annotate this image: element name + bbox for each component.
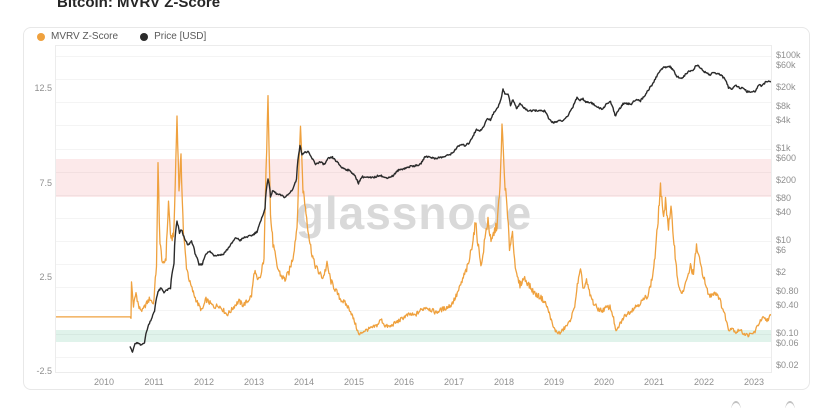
right-axis-ticks: $100k $60k $20k $8k $4k $1k $600 $200 $80 $40 $10 $… xyxy=(776,45,820,371)
x-axis-tick: 2018 xyxy=(493,377,515,387)
x-axis-tick: 2014 xyxy=(293,377,315,387)
x-axis-tick: 2013 xyxy=(243,377,265,387)
gridline xyxy=(56,102,771,104)
right-axis-tick: $0.06 xyxy=(776,337,799,348)
gridline xyxy=(56,217,771,219)
x-axis-tick: 2017 xyxy=(443,377,465,387)
x-axis-tick: 2010 xyxy=(93,377,115,387)
left-axis-ticks: 12.5 7.5 2.5 -2.5 xyxy=(18,45,52,376)
right-axis-tick: $2 xyxy=(776,267,787,278)
right-axis-tick: $6 xyxy=(776,245,787,256)
left-axis-tick: -2.5 xyxy=(36,366,52,376)
right-axis-tick: $1k xyxy=(776,142,791,153)
right-axis-tick: $20k xyxy=(776,82,796,93)
right-axis-tick: $600 xyxy=(776,152,797,163)
gridline xyxy=(56,241,771,242)
gridline xyxy=(56,310,771,312)
mvrv-zscore-line[interactable] xyxy=(56,94,771,338)
cropped-footer-artifact xyxy=(731,401,741,408)
chart-legend: MVRV Z-Score Price [USD] xyxy=(37,31,206,42)
gridline xyxy=(56,194,771,196)
x-axis-tick: 2011 xyxy=(144,377,164,387)
gridline xyxy=(56,79,771,81)
x-axis-tick: 2022 xyxy=(693,377,715,387)
series-layer xyxy=(56,64,771,353)
gridline xyxy=(56,148,771,150)
plot-area[interactable]: glassnode xyxy=(55,45,772,373)
gridline xyxy=(56,56,771,57)
gridline xyxy=(56,125,771,127)
legend-label-mvrv: MVRV Z-Score xyxy=(51,31,119,42)
right-axis-tick: $60k xyxy=(776,60,796,71)
legend-item-mvrv-zscore[interactable]: MVRV Z-Score xyxy=(37,31,118,42)
right-axis-tick: $0.10 xyxy=(776,327,799,338)
page-title: Bitcoin: MVRV Z-Score xyxy=(57,0,221,11)
legend-label-price: Price [USD] xyxy=(154,31,207,42)
legend-item-price-usd[interactable]: Price [USD] xyxy=(140,31,206,42)
right-axis-tick: $0.80 xyxy=(776,285,799,296)
gridline xyxy=(56,171,771,173)
gridline xyxy=(56,333,771,335)
gridline xyxy=(56,287,771,289)
right-axis-tick: $0.40 xyxy=(776,299,799,310)
right-axis-tick: $200 xyxy=(776,174,797,185)
right-axis-tick: $10 xyxy=(776,235,792,245)
x-axis-tick: 2015 xyxy=(343,377,365,387)
price-series-dot-icon xyxy=(140,32,149,41)
x-axis-tick: 2020 xyxy=(593,377,615,387)
right-axis-tick: $0.02 xyxy=(776,359,799,370)
x-axis-tick: 2019 xyxy=(543,377,565,387)
left-axis-tick: 7.5 xyxy=(39,177,52,188)
undervalued-zone-band xyxy=(56,329,771,342)
x-axis-tick: 2023 xyxy=(743,377,765,387)
x-axis-tick: 2021 xyxy=(643,377,665,387)
x-axis-tick: 2012 xyxy=(193,377,215,387)
left-axis-tick: 2.5 xyxy=(39,271,52,282)
x-axis-tick: 2016 xyxy=(393,377,415,387)
gridline xyxy=(56,264,771,266)
right-axis-tick: $40 xyxy=(776,207,792,218)
right-axis-tick: $100k xyxy=(776,50,801,60)
price-line[interactable] xyxy=(129,64,771,353)
right-axis-tick: $80 xyxy=(776,193,792,204)
cropped-footer-artifact xyxy=(785,401,795,408)
right-axis-tick: $4k xyxy=(776,114,791,125)
left-axis-tick: 12.5 xyxy=(34,83,52,94)
right-axis-tick: $8k xyxy=(776,100,791,111)
x-axis-ticks: 2010 2011 2012 2013 2014 2015 2016 2017 2018 2019… xyxy=(55,377,770,389)
gridline xyxy=(56,356,771,358)
mvrv-series-dot-icon xyxy=(37,32,45,41)
